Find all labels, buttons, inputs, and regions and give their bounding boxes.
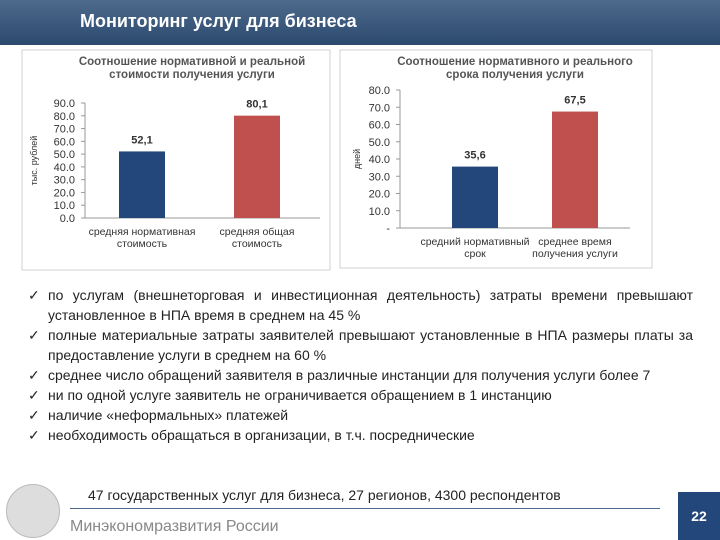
bullet-list: ✓ по услугам (внешнеторговая и инвестицио… [28, 285, 693, 445]
y-tick-label: 60.0 [369, 120, 390, 132]
y-tick-label: 40.0 [54, 162, 75, 174]
y-tick-label: 30.0 [369, 171, 390, 183]
check-icon: ✓ [28, 327, 40, 343]
y-axis-label: тыс. рублей [29, 136, 39, 186]
bullet: ✓ необходимость обращаться в организации,… [28, 425, 693, 445]
check-icon: ✓ [28, 427, 40, 443]
y-tick-label: 70.0 [369, 102, 390, 114]
y-tick-label: 50.0 [54, 149, 75, 161]
bullet-text: среднее число обращений заявителя в разл… [48, 367, 651, 383]
y-tick-label: 10.0 [369, 206, 390, 218]
bar [119, 151, 165, 218]
y-tick-label: 20.0 [369, 189, 390, 201]
chart-title-box: Соотношение нормативного и реального сро… [397, 56, 633, 81]
chart-title: Соотношение нормативной и реальной стоим… [78, 56, 306, 81]
bar [552, 111, 598, 228]
chart-title: Соотношение нормативного и реального сро… [397, 56, 633, 81]
y-tick-label: - [386, 223, 390, 235]
y-tick-label: 80.0 [54, 111, 75, 123]
header: Мониторинг услуг для бизнеса [0, 0, 720, 45]
y-tick-label: 70.0 [54, 124, 75, 136]
y-tick-label: 40.0 [369, 154, 390, 166]
check-icon: ✓ [28, 367, 40, 383]
bullet: ✓ полные материальные затраты заявителей … [28, 325, 693, 365]
check-icon: ✓ [28, 287, 40, 303]
y-tick-label: 80.0 [369, 85, 390, 97]
check-icon: ✓ [28, 387, 40, 403]
y-tick-label: 10.0 [54, 200, 75, 212]
bar [234, 115, 280, 218]
bullet: ✓ ни по одной услуге заявитель не огранич… [28, 385, 693, 405]
y-tick-label: 30.0 [54, 175, 75, 187]
summary: 47 государственных услуг для бизнеса, 27… [88, 487, 561, 503]
charts: Соотношение нормативной и реальной стоим… [21, 49, 653, 271]
bullet: ✓ среднее число обращений заявителя в раз… [28, 365, 693, 385]
bullet-text: необходимость обращаться в организации, … [48, 427, 475, 443]
x-tick-label: средний нормативный срок [420, 236, 530, 260]
value-label: 80,1 [246, 99, 267, 111]
x-tick-label: средняя нормативная стоимость [88, 226, 196, 250]
value-label: 67,5 [564, 95, 585, 107]
bullet: ✓ по услугам (внешнеторговая и инвестицио… [28, 285, 693, 325]
ministry: Минэкономразвития России [70, 518, 279, 535]
y-tick-label: 90.0 [54, 98, 75, 110]
chart-title-box: Соотношение нормативной и реальной стоим… [78, 56, 306, 81]
x-tick-label-box: средний нормативный срок [420, 236, 530, 260]
value-label: 35,6 [464, 150, 485, 162]
chart-frame [339, 49, 653, 269]
page-number: 22 [678, 492, 720, 540]
y-tick-label: 60.0 [54, 136, 75, 148]
bullet-text: ни по одной услуге заявитель не ограничи… [48, 387, 552, 403]
bar [452, 166, 498, 228]
y-tick-label: 50.0 [369, 137, 390, 149]
value-label: 52,1 [131, 134, 152, 146]
x-tick-label: средняя общая стоимость [219, 226, 295, 250]
y-axis-label: дней [352, 149, 362, 169]
emblem [6, 484, 60, 538]
bullet-text: наличие «неформальных» платежей [48, 407, 289, 423]
check-icon: ✓ [28, 407, 40, 423]
bullet-text: по услугам (внешнеторговая и инвестицион… [48, 287, 693, 323]
bullet: ✓ наличие «неформальных» платежей [28, 405, 693, 425]
x-tick-label: среднее время получения услуги [532, 236, 618, 260]
y-tick-label: 20.0 [54, 187, 75, 199]
y-tick-label: 0.0 [60, 213, 75, 225]
x-tick-label-box: средняя общая стоимость [219, 226, 295, 250]
divider [70, 508, 660, 509]
bullet-text: полные материальные затраты заявителей п… [48, 327, 693, 363]
x-tick-label-box: средняя нормативная стоимость [88, 226, 196, 250]
header-title: Мониторинг услуг для бизнеса [80, 11, 357, 31]
x-tick-label-box: среднее время получения услуги [532, 236, 618, 260]
